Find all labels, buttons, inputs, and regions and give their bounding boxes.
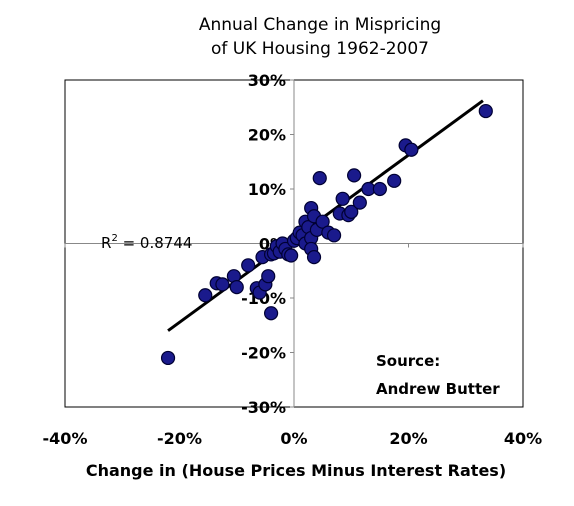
x-tick-label: -40% bbox=[43, 429, 88, 448]
data-point bbox=[241, 258, 256, 273]
data-point bbox=[312, 171, 327, 186]
tick-labels: 30%20%10%0%-10%-20%-30%-40%-20%0%20%40% bbox=[43, 71, 543, 448]
chart-title-line-2: of UK Housing 1962-2007 bbox=[211, 39, 429, 59]
r-squared-annotation: R2 = 0.8744 bbox=[101, 233, 192, 252]
y-tick-label: -30% bbox=[241, 398, 286, 417]
data-point bbox=[326, 228, 342, 243]
source-author: Andrew Butter bbox=[376, 380, 500, 398]
data-points bbox=[160, 103, 493, 366]
source-label: Source: bbox=[376, 352, 440, 370]
data-point bbox=[347, 168, 362, 183]
r-squared-prefix: R bbox=[101, 234, 111, 252]
data-point bbox=[352, 195, 367, 210]
data-point bbox=[198, 288, 213, 303]
y-tick-label: 30% bbox=[248, 71, 286, 90]
data-point bbox=[229, 280, 244, 295]
y-tick-label: -20% bbox=[241, 344, 286, 363]
data-point bbox=[160, 350, 176, 366]
r-squared-value: = 0.8744 bbox=[118, 234, 193, 252]
y-tick-label: 10% bbox=[248, 180, 286, 199]
data-point bbox=[478, 103, 493, 119]
x-tick-label: 0% bbox=[280, 429, 307, 448]
data-point bbox=[261, 269, 276, 284]
data-point bbox=[215, 277, 230, 292]
data-point bbox=[306, 250, 322, 265]
data-point bbox=[264, 306, 279, 321]
data-point bbox=[372, 181, 387, 197]
y-tick-label: -10% bbox=[241, 289, 286, 308]
x-tick-label: -20% bbox=[157, 429, 202, 448]
r-squared-superscript: 2 bbox=[111, 233, 117, 244]
data-point bbox=[284, 248, 299, 263]
y-tick-label: 20% bbox=[248, 126, 286, 145]
data-point bbox=[315, 214, 330, 229]
data-point bbox=[387, 173, 402, 188]
chart-title-line-1: Annual Change in Mispricing bbox=[199, 15, 441, 35]
data-point bbox=[335, 191, 350, 206]
x-tick-label: 20% bbox=[389, 429, 427, 448]
data-point bbox=[344, 204, 359, 219]
x-axis-label: Change in (House Prices Minus Interest R… bbox=[86, 461, 506, 480]
data-point bbox=[404, 142, 419, 157]
x-tick-label: 40% bbox=[504, 429, 542, 448]
